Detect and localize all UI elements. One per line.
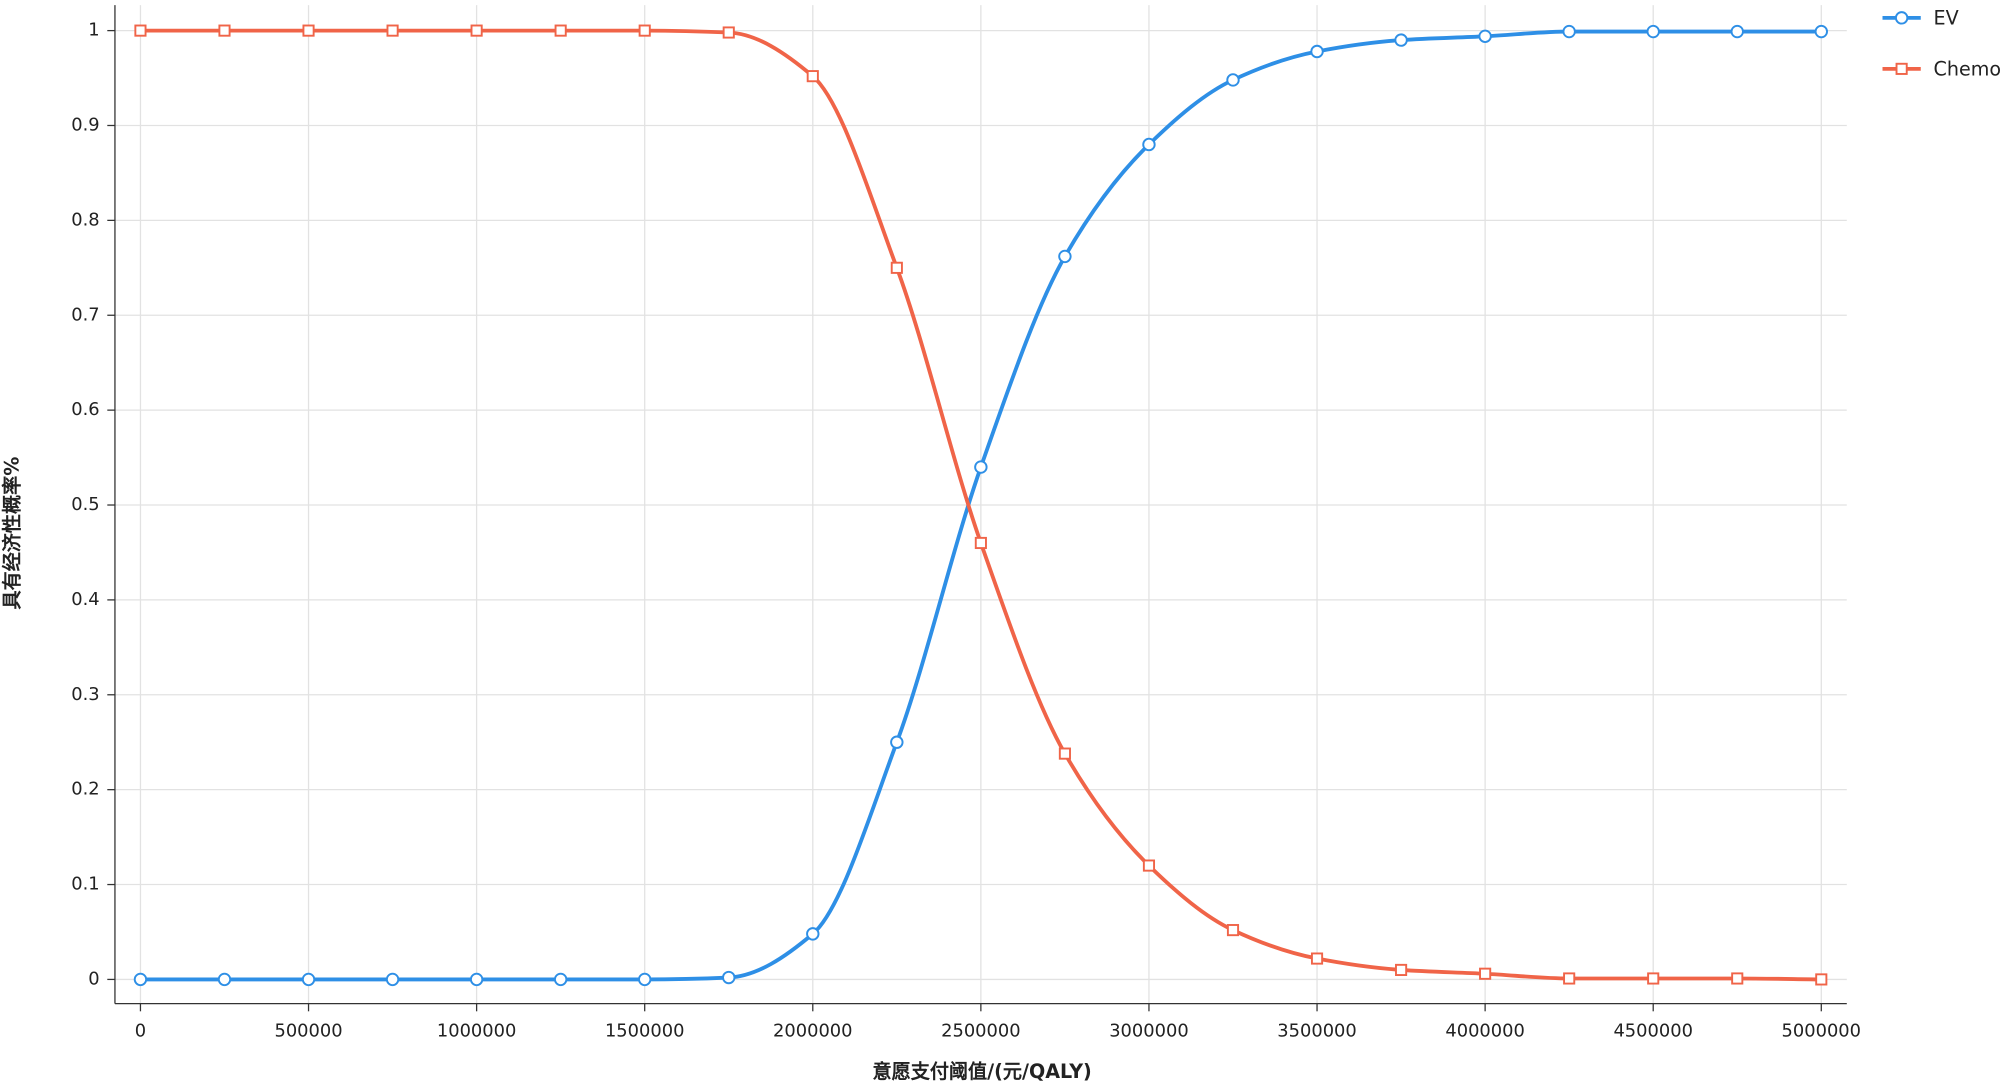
- x-tick-label: 2000000: [773, 1021, 852, 1042]
- legend-marker: [1894, 11, 1909, 25]
- x-tick-label: 4000000: [1445, 1021, 1524, 1042]
- y-tick-label: 0.4: [71, 589, 99, 610]
- x-tick-label: 0: [135, 1021, 146, 1042]
- y-tick-label: 0.8: [71, 209, 99, 230]
- point: [1478, 29, 1492, 43]
- point: [806, 70, 819, 83]
- point: [385, 972, 400, 987]
- point: [302, 24, 315, 37]
- point: [806, 927, 820, 941]
- x-tick-label: 1500000: [605, 1021, 684, 1042]
- point: [974, 536, 987, 550]
- point: [1394, 33, 1408, 47]
- point: [1142, 137, 1156, 152]
- y-tick-label: 0: [88, 968, 99, 989]
- y-tick-label: 0.7: [71, 304, 99, 325]
- point: [638, 972, 652, 987]
- point: [1395, 963, 1408, 976]
- y-tick-label: 0.3: [71, 684, 99, 705]
- y-tick-label: 0.2: [71, 779, 99, 800]
- point: [638, 24, 651, 37]
- point: [1814, 24, 1828, 39]
- x-tick-label: 1000000: [437, 1021, 516, 1042]
- point: [470, 24, 483, 37]
- point: [301, 972, 316, 987]
- point: [890, 261, 903, 274]
- point: [217, 972, 232, 987]
- point: [1647, 972, 1660, 985]
- series-line: [140, 29, 1822, 982]
- y-tick-label: 0.6: [71, 399, 99, 420]
- point: [386, 24, 399, 37]
- point: [974, 460, 988, 474]
- point: [1310, 952, 1324, 965]
- point: [722, 26, 735, 39]
- y-tick-label: 1: [88, 20, 99, 41]
- point: [1731, 972, 1744, 985]
- point: [134, 24, 147, 37]
- point: [133, 972, 148, 987]
- point: [1058, 747, 1071, 760]
- point: [1646, 24, 1660, 39]
- legend-marker: [1895, 62, 1908, 75]
- series-line: [140, 28, 1822, 982]
- point: [554, 24, 567, 37]
- x-tick-label: 4500000: [1613, 1021, 1692, 1042]
- point: [218, 24, 231, 37]
- y-tick-label: 0.1: [71, 874, 99, 895]
- point: [1815, 973, 1828, 986]
- y-tick-label: 0.9: [71, 114, 99, 135]
- point: [1226, 73, 1240, 87]
- x-tick-label: 3000000: [1109, 1021, 1188, 1042]
- point: [1142, 859, 1156, 872]
- legend-label: Chemo: [1934, 58, 2000, 81]
- legend-label: EV: [1934, 7, 1959, 30]
- point: [1226, 924, 1240, 937]
- point: [1730, 24, 1744, 39]
- x-tick-label: 5000000: [1782, 1021, 1861, 1042]
- x-tick-label: 2500000: [941, 1021, 1020, 1042]
- point: [1479, 967, 1492, 980]
- x-tick-label: 3500000: [1277, 1021, 1356, 1042]
- point: [1310, 44, 1324, 59]
- point: [1058, 249, 1072, 264]
- point: [890, 735, 904, 749]
- y-axis-label: 具有经济性概率%: [0, 457, 23, 610]
- point: [1563, 972, 1576, 985]
- point: [469, 972, 484, 987]
- x-tick-label: 500000: [274, 1021, 342, 1042]
- point: [1562, 24, 1576, 39]
- x-axis-label: 意愿支付阈值/(元/QALY): [873, 1060, 1092, 1083]
- point: [722, 970, 736, 985]
- point: [553, 972, 568, 987]
- y-tick-label: 0.5: [71, 494, 99, 515]
